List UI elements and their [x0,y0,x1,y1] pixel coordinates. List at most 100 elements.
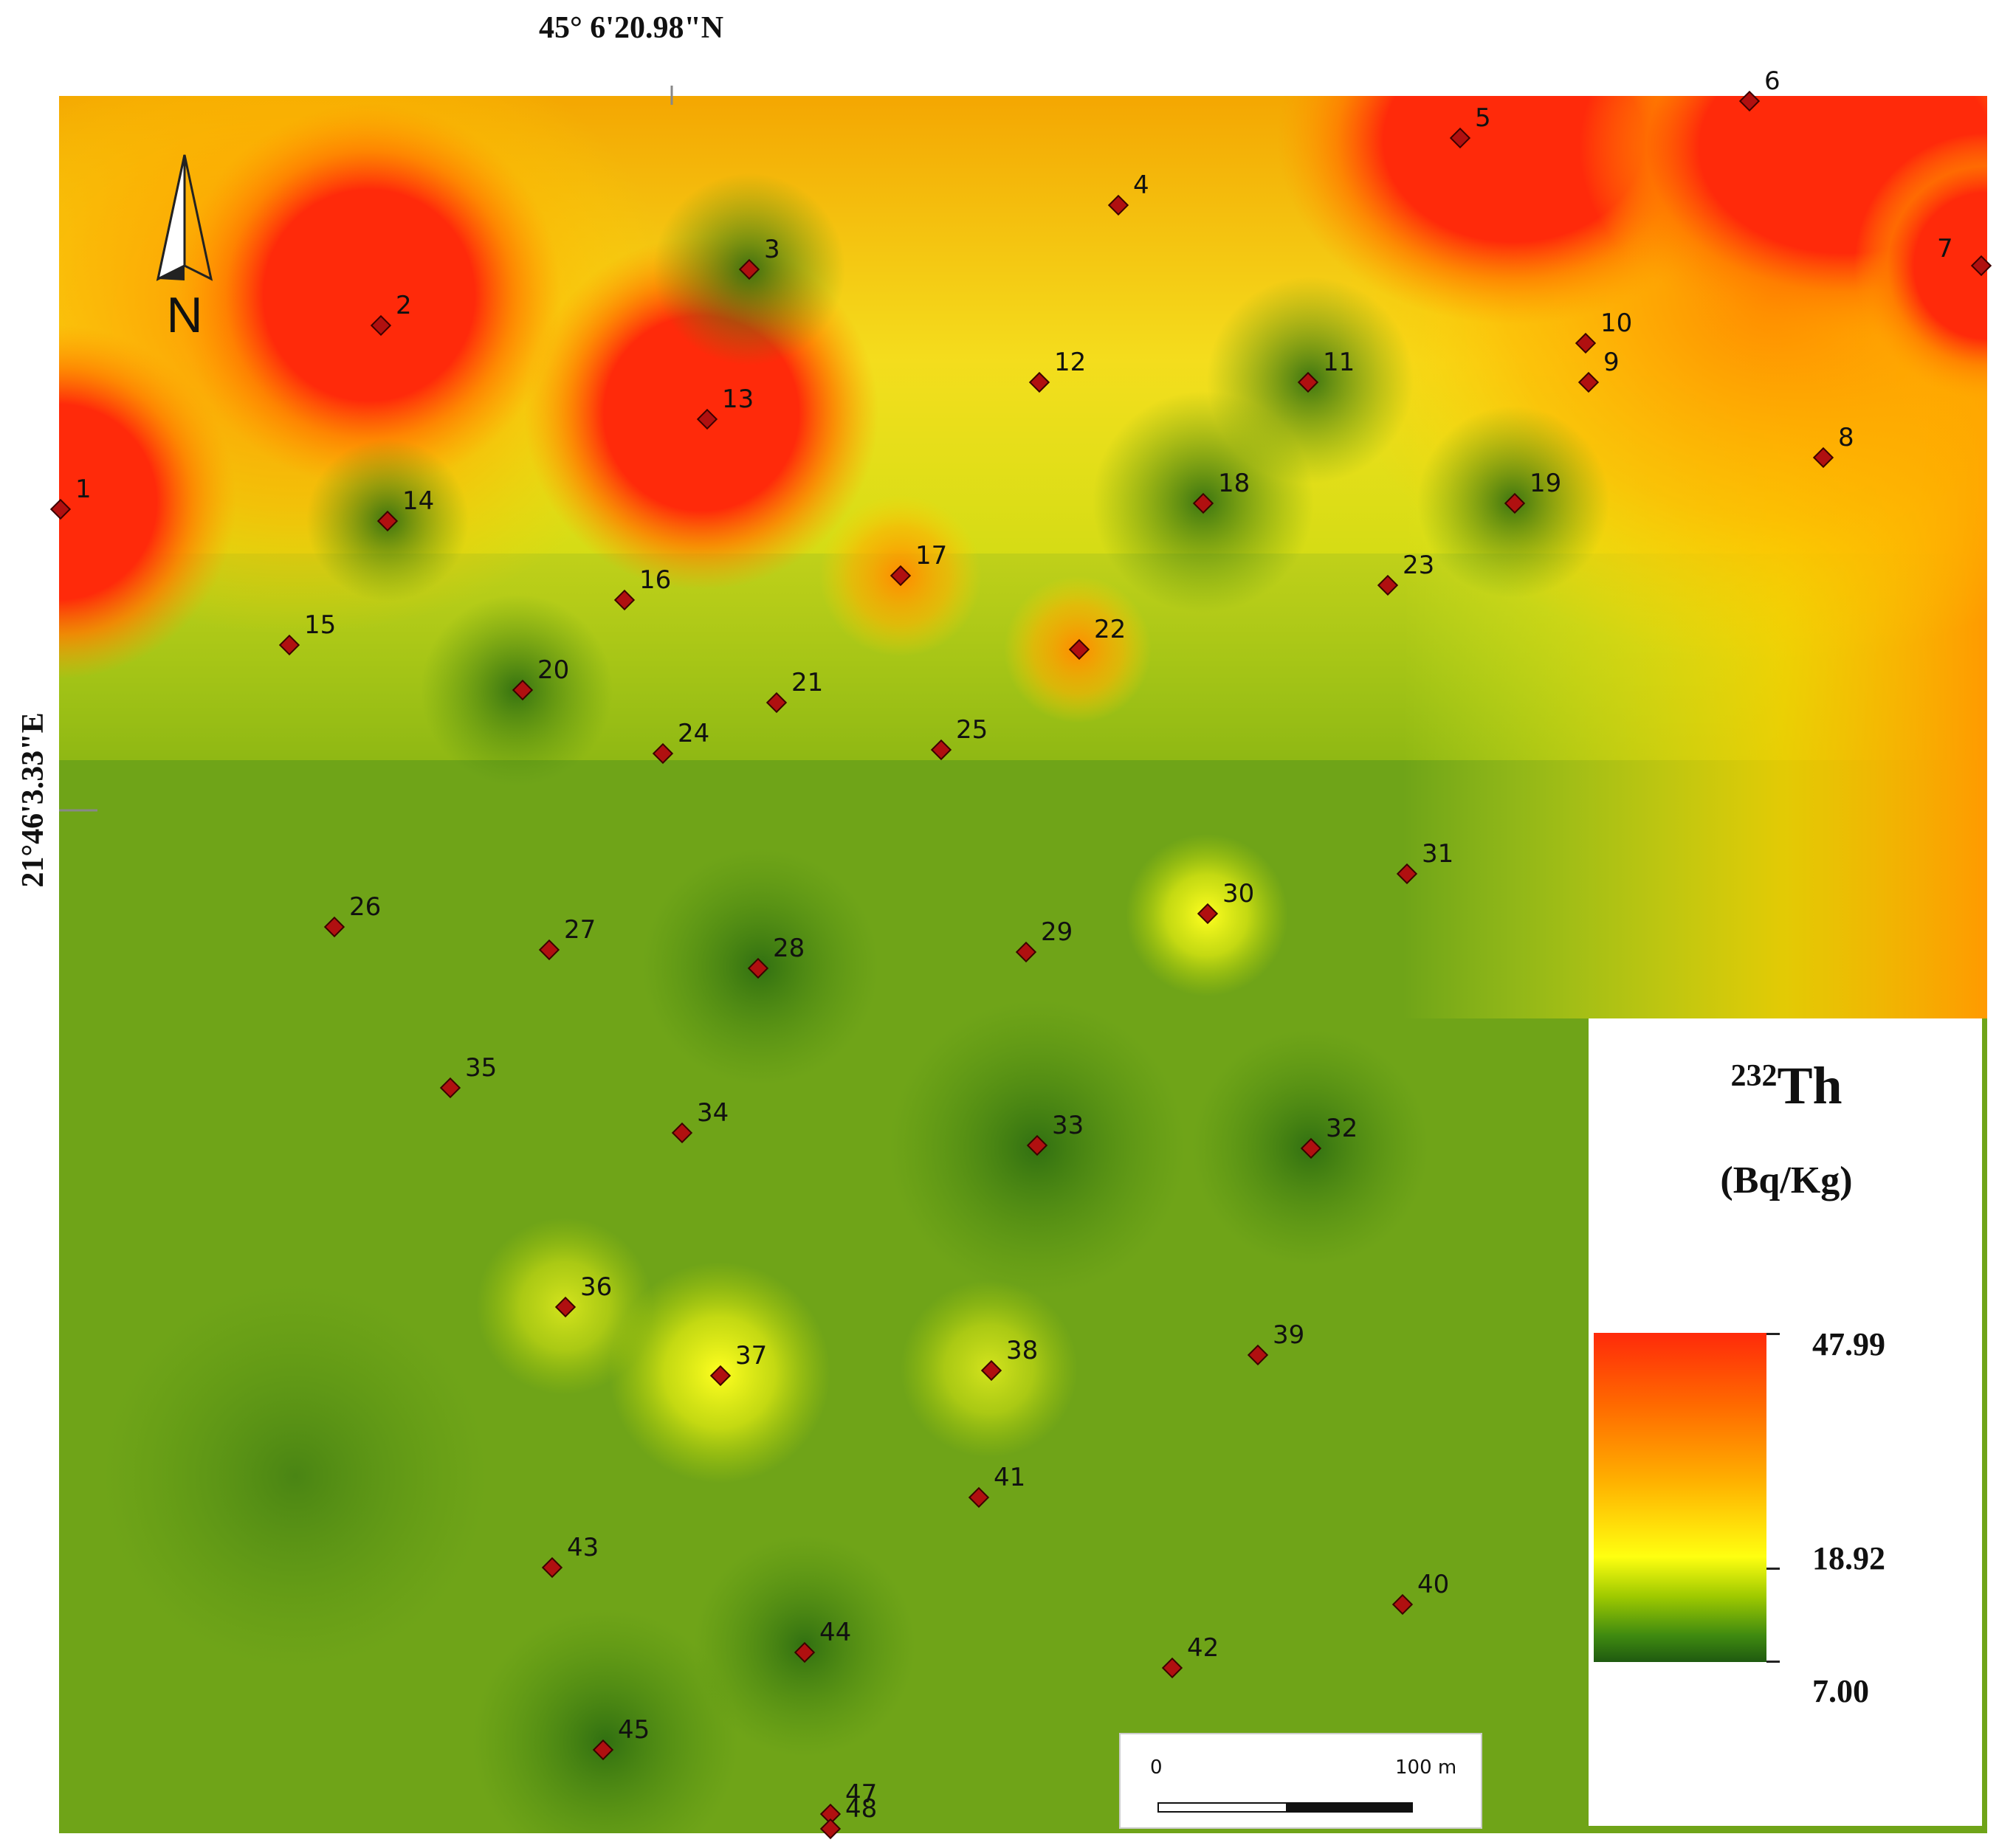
sample-point-marker[interactable] [1015,941,1037,963]
sample-point-33[interactable]: 33 [1026,1111,1084,1156]
sample-point-38[interactable]: 38 [980,1336,1038,1382]
sample-point-11[interactable]: 11 [1297,348,1355,393]
sample-point-47[interactable]: 47 [819,1779,877,1825]
sample-point-16[interactable]: 16 [613,565,671,611]
sample-point-marker[interactable] [1247,1344,1269,1366]
sample-point-26[interactable]: 26 [323,892,381,938]
sample-point-marker[interactable] [538,939,560,961]
sample-point-7[interactable]: 7 [1937,234,1992,277]
sample-point-marker[interactable] [819,1803,842,1825]
sample-point-marker[interactable] [1396,863,1418,885]
sample-point-18[interactable]: 18 [1192,469,1250,514]
sample-point-marker[interactable] [1197,903,1219,925]
sample-point-5[interactable]: 5 [1449,103,1491,149]
sample-point-2[interactable]: 2 [370,291,412,337]
sample-point-marker[interactable] [890,565,912,587]
sample-point-marker[interactable] [1161,1657,1183,1679]
sample-point-marker[interactable] [747,957,769,979]
sample-point-marker[interactable] [1738,90,1761,112]
sample-point-4[interactable]: 4 [1107,170,1149,216]
sample-point-6[interactable]: 6 [1738,66,1780,112]
sample-point-29[interactable]: 29 [1015,917,1073,963]
sample-point-marker[interactable] [376,510,399,532]
sample-point-28[interactable]: 28 [747,934,805,979]
sample-point-marker[interactable] [1812,447,1834,469]
sample-point-marker[interactable] [671,1122,693,1144]
sample-point-41[interactable]: 41 [968,1463,1025,1509]
sample-point-marker[interactable] [1068,638,1090,661]
sample-point-marker[interactable] [1577,371,1600,393]
sample-point-30[interactable]: 30 [1197,879,1254,925]
sample-point-37[interactable]: 37 [709,1341,767,1387]
sample-point-marker[interactable] [278,634,300,656]
sample-point-45[interactable]: 45 [592,1715,650,1761]
sample-point-marker[interactable] [1391,1593,1414,1616]
sample-point-marker[interactable] [1449,127,1471,149]
sample-point-marker[interactable] [512,679,534,701]
sample-point-36[interactable]: 36 [554,1272,612,1318]
sample-point-marker[interactable] [554,1296,577,1318]
sample-point-13[interactable]: 13 [696,385,754,430]
sample-point-marker[interactable] [592,1739,614,1761]
sample-point-25[interactable]: 25 [930,715,988,761]
sample-point-3[interactable]: 3 [738,235,780,280]
sample-point-31[interactable]: 31 [1396,839,1453,885]
sample-point-40[interactable]: 40 [1391,1570,1449,1616]
sample-point-8[interactable]: 8 [1812,423,1854,469]
sample-point-1[interactable]: 1 [49,475,92,520]
sample-point-marker[interactable] [652,742,674,765]
sample-point-marker[interactable] [1300,1137,1322,1159]
sample-point-marker[interactable] [1026,1134,1048,1156]
sample-point-marker[interactable] [930,739,952,761]
sample-point-44[interactable]: 44 [794,1618,851,1663]
sample-point-34[interactable]: 34 [671,1098,729,1144]
sample-point-17[interactable]: 17 [890,541,947,587]
sample-point-marker[interactable] [1970,255,1992,277]
sample-point-19[interactable]: 19 [1504,469,1561,514]
sample-point-marker[interactable] [1377,574,1399,596]
sample-point-20[interactable]: 20 [512,655,569,701]
sample-point-32[interactable]: 32 [1300,1114,1358,1159]
sample-point-marker[interactable] [709,1365,732,1387]
sample-point-marker[interactable] [49,498,72,520]
sample-point-marker[interactable] [1504,492,1526,514]
sample-point-label: 37 [735,1341,767,1371]
sample-point-marker[interactable] [738,258,760,280]
sample-point-marker[interactable] [439,1077,461,1099]
sample-point-24[interactable]: 24 [652,719,709,765]
sample-point-15[interactable]: 15 [278,610,336,656]
sample-point-marker[interactable] [323,916,345,938]
sample-point-label: 17 [915,541,947,570]
sample-point-marker[interactable] [1575,332,1597,354]
sample-point-39[interactable]: 39 [1247,1320,1304,1366]
sample-point-43[interactable]: 43 [541,1533,599,1579]
sample-point-marker[interactable] [1297,371,1319,393]
sample-point-marker[interactable] [819,1818,842,1840]
sample-point-42[interactable]: 42 [1161,1633,1219,1679]
sample-point-9[interactable]: 9 [1577,348,1620,393]
sample-point-23[interactable]: 23 [1377,551,1434,596]
sample-point-21[interactable]: 21 [765,668,823,714]
sample-point-marker[interactable] [370,314,392,337]
sample-point-14[interactable]: 14 [376,486,434,532]
sample-point-label: 5 [1475,103,1491,133]
sample-point-marker[interactable] [613,589,636,611]
sample-point-marker[interactable] [968,1486,990,1509]
sample-point-marker[interactable] [541,1556,563,1579]
sample-point-marker[interactable] [765,692,788,714]
sample-point-marker[interactable] [980,1359,1002,1382]
sample-point-22[interactable]: 22 [1068,615,1126,661]
isotope-mass: 232 [1730,1059,1778,1093]
sample-point-marker[interactable] [696,408,718,430]
sample-point-marker[interactable] [794,1641,816,1663]
sample-point-12[interactable]: 12 [1028,348,1086,393]
sample-point-marker[interactable] [1192,492,1214,514]
sample-point-10[interactable]: 10 [1575,308,1632,354]
sample-point-label: 4 [1133,170,1149,200]
sample-point-35[interactable]: 35 [439,1053,497,1099]
sample-point-48[interactable]: 48 [819,1794,877,1840]
sample-point-marker[interactable] [1028,371,1050,393]
sample-point-27[interactable]: 27 [538,915,596,961]
sample-point-marker[interactable] [1107,194,1129,216]
